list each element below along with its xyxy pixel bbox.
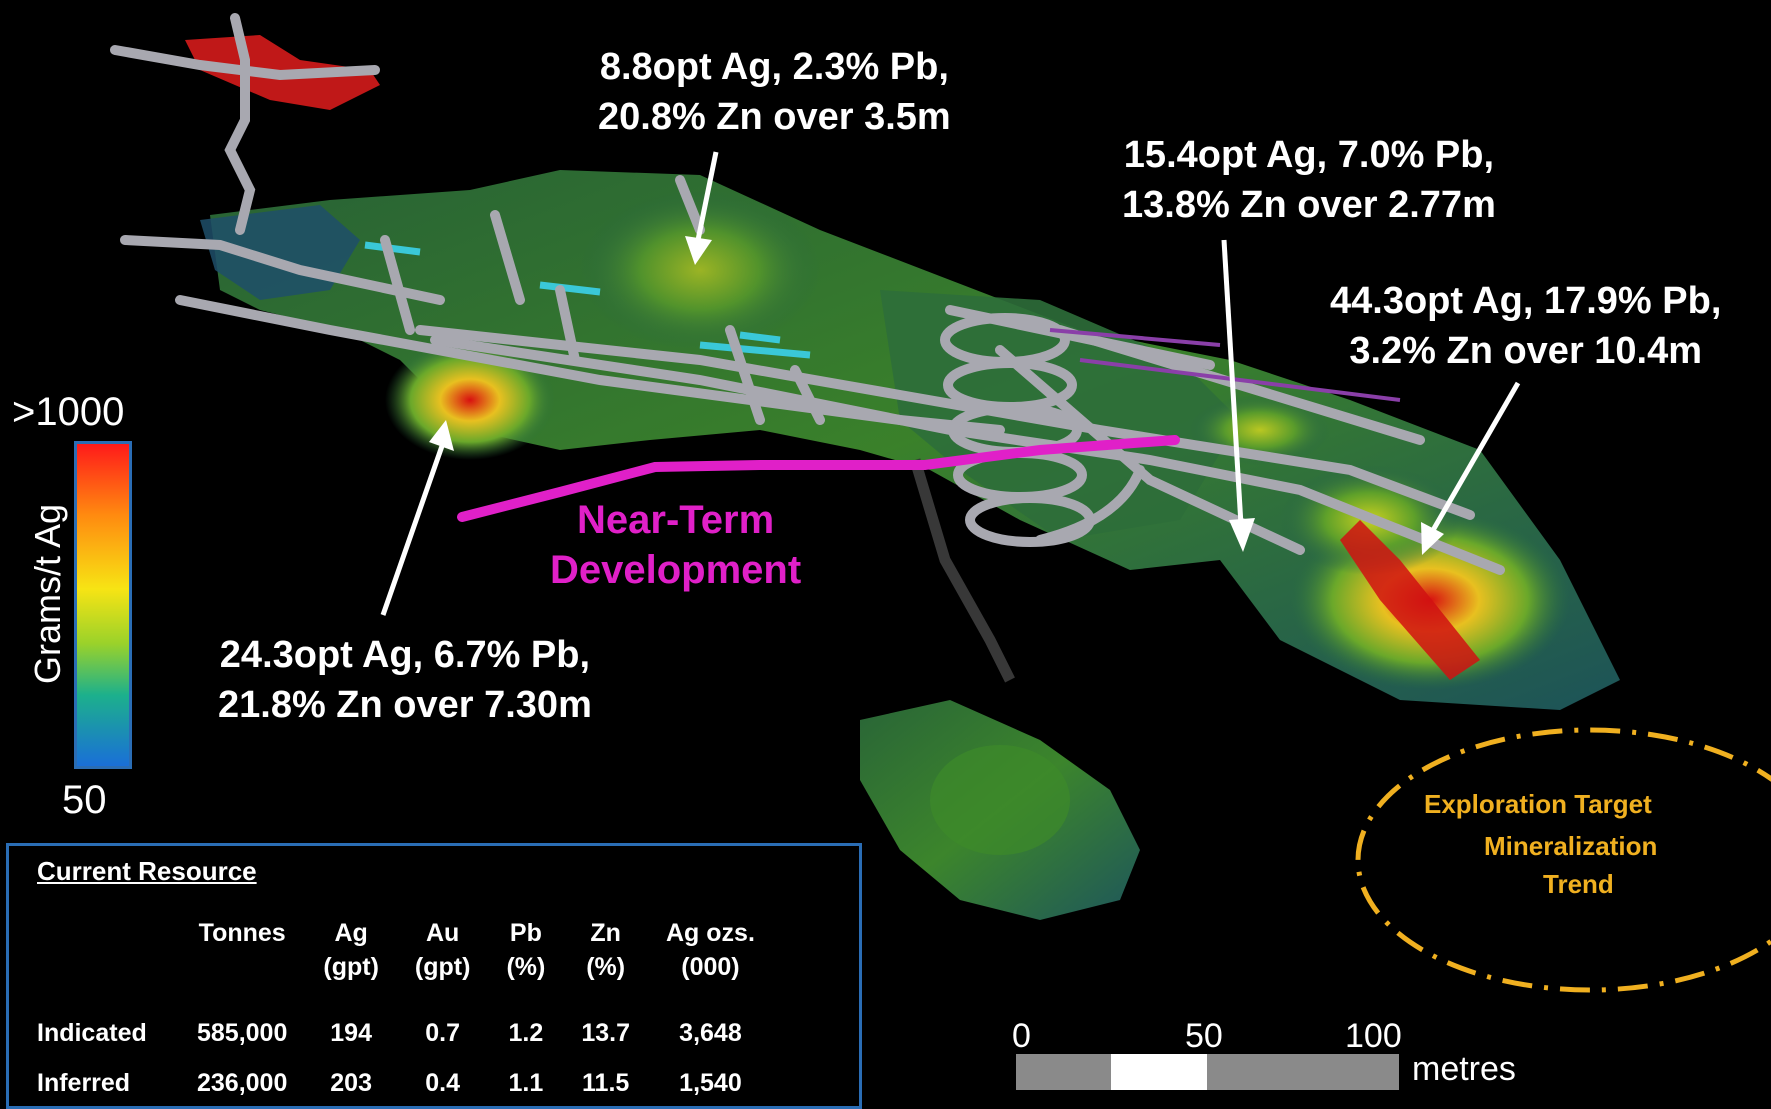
table-cell: 11.5 [582, 1068, 630, 1097]
color-scale-min: 50 [62, 778, 107, 822]
table-cell: Inferred [37, 1068, 131, 1097]
header-cell: Zn (%) [586, 919, 626, 981]
scale-bar-unit: metres [1412, 1050, 1516, 1088]
table-cell: 236,000 [197, 1068, 288, 1097]
annotation-mid-right: 15.4opt Ag, 7.0% Pb, 13.8% Zn over 2.77m [1122, 134, 1496, 226]
header-cell: Au (gpt) [414, 919, 471, 981]
annotation-left: 24.3opt Ag, 6.7% Pb, 21.8% Zn over 7.30m [218, 634, 592, 726]
header-cell: Tonnes [198, 919, 286, 947]
resource-table: Tonnes Ag (gpt) Au (gpt) Pb (%) Zn (%) Ag oz… [33, 916, 773, 1108]
header-cell [33, 916, 179, 1008]
annotation-arrows [380, 151, 1521, 616]
table-cell: 13.7 [581, 1018, 630, 1047]
table-cell: Indicated [37, 1018, 147, 1047]
scale-bar-segment [1111, 1054, 1207, 1090]
annotation-far-right: 44.3opt Ag, 17.9% Pb, 3.2% Zn over 10.4m [1330, 280, 1722, 372]
resource-title: Current Resource [37, 856, 257, 886]
exploration-line2: Mineralization [1484, 831, 1658, 861]
header-cell: Pb (%) [506, 919, 546, 981]
table-cell: 203 [330, 1068, 372, 1097]
table-header-row: Tonnes Ag (gpt) Au (gpt) Pb (%) Zn (%) Ag oz… [33, 916, 773, 1008]
color-scale-max: >1000 [12, 390, 125, 434]
scale-bar-segment [1016, 1054, 1111, 1090]
table-row: Inferred 236,000 203 0.4 1.1 11.5 1,540 [33, 1058, 773, 1108]
dark-shaft [909, 458, 1015, 683]
annotation-top: 8.8opt Ag, 2.3% Pb, 20.8% Zn over 3.5m [598, 46, 951, 138]
scale-bar-segment [1207, 1054, 1399, 1090]
table-cell: 3,648 [679, 1018, 742, 1047]
near-term-development-line [457, 435, 1180, 522]
ore-body-lower [860, 700, 1140, 920]
exploration-line1: Exploration Target [1424, 789, 1652, 819]
table-cell: 585,000 [197, 1018, 288, 1047]
table-cell: 0.7 [425, 1018, 461, 1047]
color-scale-bar [74, 441, 132, 769]
table-cell: 1,540 [679, 1068, 742, 1097]
scale-tick-100: 100 [1345, 1017, 1402, 1055]
resource-table-panel: Current Resource Tonnes Ag (gpt) Au (gpt) … [6, 843, 862, 1109]
purple-drift [1049, 328, 1401, 402]
near-term-development-label: Near-Term Development [550, 498, 802, 592]
scale-tick-0: 0 [1012, 1017, 1031, 1055]
table-row: Indicated 585,000 194 0.7 1.2 13.7 3,648 [33, 1008, 773, 1058]
table-cell: 1.2 [508, 1018, 544, 1047]
header-cell: Ag (gpt) [323, 919, 379, 981]
color-scale-title: Grams/t Ag [27, 503, 68, 684]
table-cell: 0.4 [425, 1068, 461, 1097]
header-cell: Ag ozs. (000) [666, 919, 755, 981]
table-cell: 194 [330, 1018, 372, 1047]
exploration-line3: Trend [1543, 869, 1614, 899]
scale-tick-50: 50 [1185, 1017, 1223, 1055]
table-cell: 1.1 [508, 1068, 544, 1097]
